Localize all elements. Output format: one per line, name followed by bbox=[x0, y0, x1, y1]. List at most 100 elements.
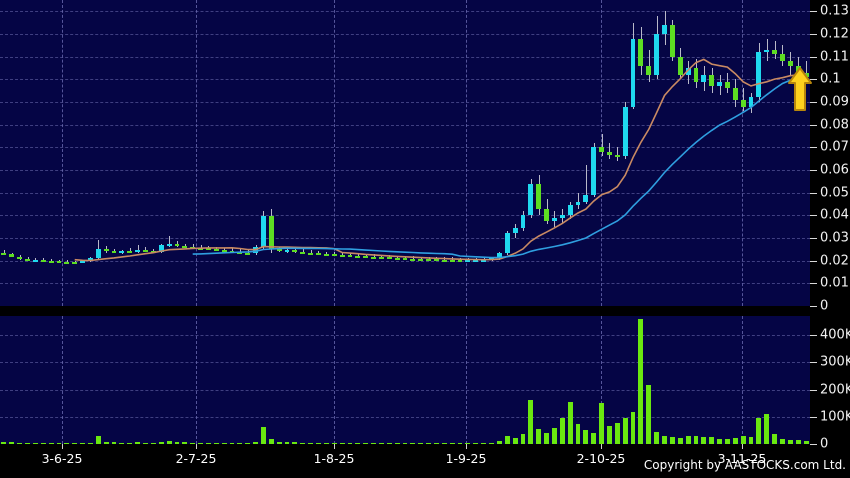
volume-bar bbox=[646, 385, 652, 444]
candle-body bbox=[520, 215, 526, 228]
gridline bbox=[0, 124, 810, 126]
volume-bar bbox=[284, 442, 290, 444]
price-axis-label: 0.05 bbox=[820, 185, 849, 201]
date-axis-label: 1-9-25 bbox=[445, 451, 487, 466]
gridline bbox=[0, 215, 810, 217]
candle-wick bbox=[318, 250, 319, 255]
candle-body bbox=[599, 147, 605, 152]
candle-wick bbox=[381, 254, 382, 259]
gridline-vertical bbox=[334, 316, 335, 444]
candle-body bbox=[693, 68, 699, 82]
volume-bar bbox=[371, 443, 376, 444]
candle-body bbox=[166, 243, 172, 246]
volume-bar bbox=[87, 442, 93, 444]
candle-body bbox=[339, 254, 345, 257]
candle-wick bbox=[806, 61, 807, 82]
candle-body bbox=[56, 261, 62, 264]
date-axis-label: 3-6-25 bbox=[41, 451, 83, 466]
ma-long-line bbox=[192, 73, 807, 259]
candle-body bbox=[481, 259, 487, 262]
candle-body bbox=[662, 24, 667, 34]
candle-body bbox=[394, 257, 400, 260]
candle-body bbox=[103, 249, 109, 252]
axis-tick bbox=[810, 362, 817, 364]
candle-body bbox=[87, 258, 93, 261]
volume-bar bbox=[622, 418, 628, 444]
gridline bbox=[0, 260, 810, 262]
candle-body bbox=[756, 52, 762, 98]
candle-body bbox=[669, 24, 675, 57]
gridline bbox=[0, 79, 810, 81]
gridline-vertical bbox=[742, 0, 743, 306]
candle-body bbox=[709, 74, 715, 87]
volume-bar bbox=[669, 437, 675, 444]
gridline-vertical bbox=[334, 0, 335, 306]
gridline bbox=[0, 283, 810, 285]
volume-bar bbox=[426, 443, 432, 444]
copyright-notice: Copyright by AASTOCKS.com Ltd. bbox=[643, 458, 846, 472]
candle-wick bbox=[326, 251, 327, 256]
axis-tick bbox=[601, 444, 602, 449]
candle-wick bbox=[358, 253, 359, 258]
axis-tick bbox=[466, 444, 467, 449]
price-axis-label: 0.07 bbox=[820, 139, 849, 155]
volume-bar bbox=[693, 435, 699, 444]
volume-bar bbox=[559, 418, 565, 444]
candle-body bbox=[575, 201, 581, 206]
volume-axis-label: 0 bbox=[820, 436, 829, 452]
volume-axis-label: 100K bbox=[820, 409, 850, 425]
volume-bar bbox=[528, 400, 534, 444]
candle-body bbox=[496, 253, 502, 259]
volume-axis-label: 300K bbox=[820, 354, 850, 370]
volume-bar bbox=[402, 443, 408, 444]
volume-bar bbox=[575, 423, 581, 444]
volume-bar bbox=[410, 443, 416, 444]
candle-body bbox=[528, 183, 534, 216]
candle-body bbox=[323, 253, 329, 256]
volume-bar bbox=[308, 442, 314, 444]
volume-bar bbox=[323, 442, 329, 444]
axis-tick bbox=[810, 416, 817, 418]
price-axis-label: 0.06 bbox=[820, 162, 849, 178]
volume-bar bbox=[339, 443, 345, 444]
candle-body bbox=[284, 249, 290, 252]
volume-bar bbox=[355, 443, 361, 444]
moving-average-lines bbox=[74, 58, 807, 262]
candle-body bbox=[347, 255, 353, 258]
gridline bbox=[0, 335, 810, 337]
volume-bar bbox=[316, 442, 321, 444]
candle-body bbox=[607, 151, 612, 156]
candle-body bbox=[72, 262, 78, 265]
candle-body bbox=[402, 258, 408, 261]
price-axis-label: 0.12 bbox=[820, 26, 849, 42]
candle-body bbox=[426, 259, 432, 262]
candle-body bbox=[25, 258, 30, 261]
volume-bar bbox=[174, 441, 180, 444]
gridline-vertical bbox=[466, 0, 467, 306]
candle-wick bbox=[578, 192, 579, 209]
volume-bar bbox=[512, 438, 518, 444]
volume-bar bbox=[40, 443, 46, 444]
candle-body bbox=[308, 252, 314, 255]
candle-wick bbox=[43, 257, 44, 262]
volume-bar bbox=[614, 422, 620, 444]
axis-tick bbox=[810, 389, 817, 391]
volume-bar bbox=[709, 437, 715, 444]
volume-bar bbox=[489, 442, 494, 444]
gridline-vertical bbox=[466, 316, 467, 444]
volume-bar bbox=[591, 433, 597, 444]
volume-bar bbox=[245, 443, 251, 444]
candle-body bbox=[748, 97, 754, 107]
candle-wick bbox=[617, 147, 618, 161]
candle-body bbox=[418, 258, 424, 261]
candle-body bbox=[371, 256, 376, 259]
volume-bar bbox=[135, 442, 141, 444]
volume-bar bbox=[190, 442, 196, 444]
candle-wick bbox=[609, 142, 610, 159]
price-axis-label: 0.03 bbox=[820, 230, 849, 246]
volume-bar bbox=[229, 443, 235, 444]
gridline bbox=[0, 362, 810, 364]
candle-body bbox=[182, 245, 188, 248]
volume-bar bbox=[732, 438, 738, 444]
